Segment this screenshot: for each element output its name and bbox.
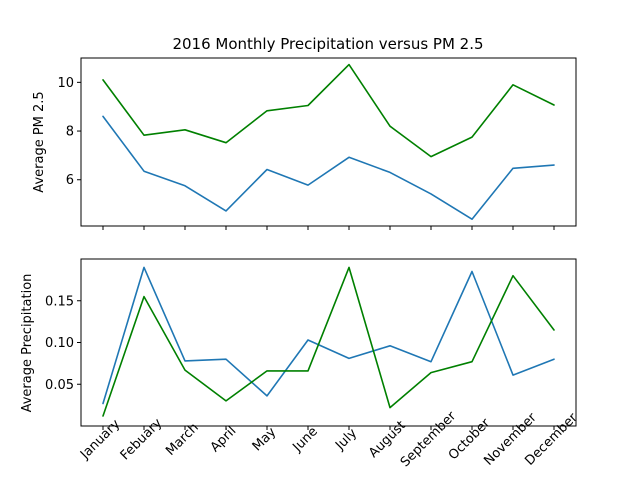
precipitation-y-axis-label: Average Precipitation (20, 274, 35, 413)
y-tick-label: 6 (66, 173, 74, 188)
y-tick-label: 0.10 (45, 336, 74, 351)
precipitation-series-line-1 (102, 266, 555, 405)
pm25-series-line-1 (102, 115, 555, 220)
pm25-series-line-2 (102, 63, 555, 158)
y-tick-label: 10 (57, 76, 74, 91)
precipitation-series-line-2 (102, 266, 555, 417)
pm25-y-axis-label: Average PM 2.5 (32, 91, 47, 192)
y-tick-label: 8 (66, 125, 74, 140)
y-tick-label: 0.15 (45, 294, 74, 309)
chart-title: 2016 Monthly Precipitation versus PM 2.5 (172, 35, 483, 53)
pm25-panel: Average PM 2.5 6 8 10 (32, 57, 577, 230)
pm25-axes-frame (80, 57, 577, 227)
y-tick-label: 0.05 (45, 378, 74, 393)
